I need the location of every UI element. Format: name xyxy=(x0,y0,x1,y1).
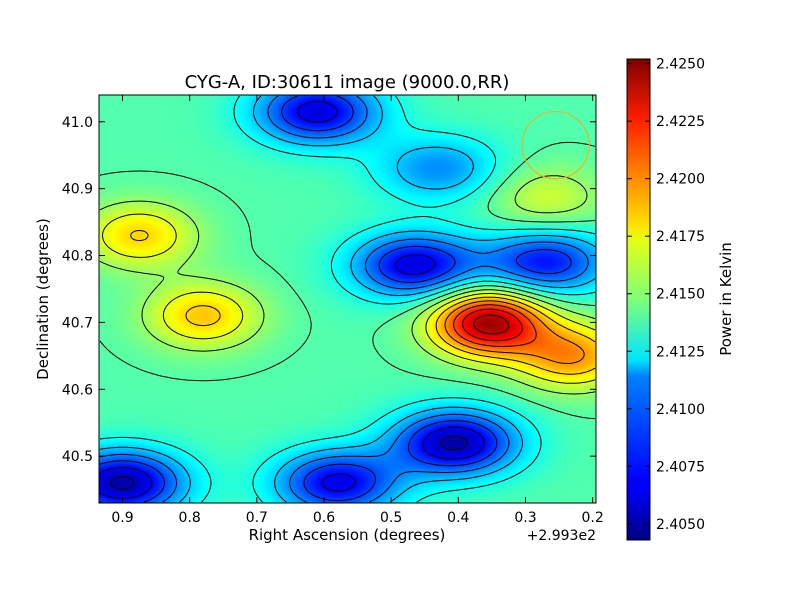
x-axis-offset-label: +2.993e2 xyxy=(527,528,596,544)
x-tick-label: 0.8 xyxy=(179,510,201,526)
colorbar-tick-label: 2.4175 xyxy=(656,229,705,245)
x-tick-label: 0.9 xyxy=(111,510,133,526)
colorbar-tick-label: 2.4200 xyxy=(656,172,705,188)
colorbar-ticks: 2.4050 2.4075 2.4100 2.4125 2.4150 2.4175 2.42… xyxy=(627,57,705,533)
contour-line xyxy=(462,308,523,342)
contour-line xyxy=(473,314,510,335)
contour-line xyxy=(99,175,596,395)
contour-line xyxy=(99,95,596,503)
colorbar-tick-label: 2.4050 xyxy=(656,517,705,533)
x-tick-label: 0.4 xyxy=(447,510,469,526)
y-tick-label: 40.9 xyxy=(62,182,93,198)
chart-title: CYG-A, ID:30611 image (9000.0,RR) xyxy=(185,72,510,93)
y-tick-label: 40.7 xyxy=(62,315,93,331)
contour-line xyxy=(99,101,485,499)
x-axis: 0.9 0.8 0.7 0.6 0.5 0.4 0.3 0.2 xyxy=(111,95,604,526)
contour-line xyxy=(99,141,596,420)
x-tick-label: 0.6 xyxy=(313,510,335,526)
contour-line xyxy=(110,435,468,490)
colorbar: 2.4050 2.4075 2.4100 2.4125 2.4150 2.4175 2.42… xyxy=(626,57,735,541)
y-tick-label: 40.5 xyxy=(62,449,93,465)
plot-frame xyxy=(98,94,597,504)
colorbar-tick-label: 2.4225 xyxy=(656,114,705,130)
y-tick-label: 40.8 xyxy=(62,249,93,265)
contour-line xyxy=(130,230,596,375)
x-tick-label: 0.2 xyxy=(582,510,604,526)
contour-line xyxy=(99,95,572,503)
contour-line xyxy=(102,213,596,384)
y-tick-label: 40.6 xyxy=(62,382,93,398)
colorbar-tick-label: 2.4075 xyxy=(656,459,705,475)
beam-circle xyxy=(521,110,590,180)
contour-lines xyxy=(99,95,596,503)
colorbar-gradient xyxy=(626,58,651,541)
x-axis-label: Right Ascension (degrees) xyxy=(249,526,446,544)
colorbar-label: Power in Kelvin xyxy=(717,242,735,356)
colorbar-tick-label: 2.4250 xyxy=(656,57,705,73)
contour-line xyxy=(453,304,537,347)
x-tick-label: 0.5 xyxy=(380,510,402,526)
colorbar-tick-label: 2.4125 xyxy=(656,344,705,360)
colorbar-tick-label: 2.4150 xyxy=(656,287,705,303)
contour-line xyxy=(99,95,596,503)
x-tick-label: 0.3 xyxy=(514,510,536,526)
y-axis-label: Declination (degrees) xyxy=(34,218,52,380)
colorbar-tick-label: 2.4100 xyxy=(656,402,705,418)
x-tick-label: 0.7 xyxy=(246,510,268,526)
y-tick-label: 41.0 xyxy=(62,115,93,131)
contour-line xyxy=(99,95,589,503)
contour-line xyxy=(444,300,585,364)
plot-area xyxy=(98,94,597,504)
y-axis: 40.5 40.6 40.7 40.8 40.9 41.0 xyxy=(62,115,596,465)
